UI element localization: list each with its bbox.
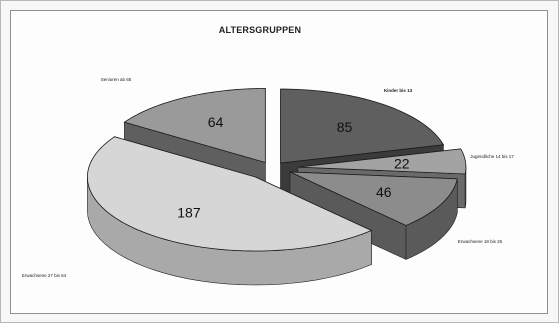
- data-label-jugendliche-14-bis-17: 22: [394, 156, 410, 172]
- data-label-kinder-bis-13: 85: [337, 119, 353, 135]
- slice-erwachsene-27-bis-64: [87, 136, 373, 252]
- data-label-erwachsene-27-bis-64: 187: [177, 204, 201, 220]
- category-label-jugendliche-14-bis-17: Jugendliche 14 bis 17: [470, 154, 514, 159]
- data-label-senioren-ab-65: 64: [208, 114, 224, 130]
- category-label-kinder-bis-13: Kinder bis 13: [384, 88, 413, 93]
- slice-senioren-ab-65: [123, 88, 266, 163]
- slice-jugendliche-14-bis-17: [297, 148, 467, 175]
- category-label-erwachsene-27-bis-64: Erwachsene 27 bis 64: [22, 273, 67, 278]
- slice-erwachsene-18-bis-26: [289, 171, 458, 226]
- slice-kinder-bis-13: [280, 88, 445, 164]
- data-label-erwachsene-18-bis-26: 46: [376, 184, 392, 200]
- category-label-erwachsene-18-bis-26: Erwachsene 18 bis 26: [458, 239, 503, 244]
- pie-tops: [87, 88, 467, 252]
- chart-title: ALTERSGRUPPEN: [218, 25, 302, 35]
- category-label-senioren-ab-65: Senioren ab 65: [101, 77, 132, 82]
